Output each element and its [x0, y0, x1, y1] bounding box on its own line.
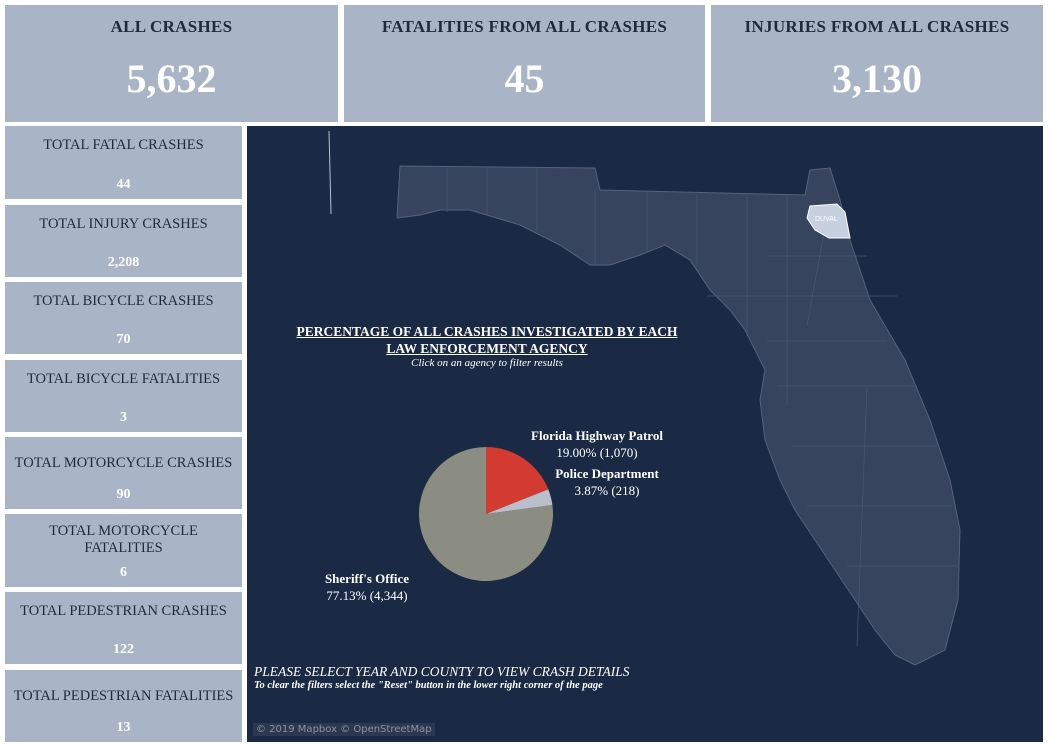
kpi-title: INJURIES FROM ALL CRASHES: [744, 17, 1010, 36]
stat-title: TOTAL FATAL CRASHES: [43, 137, 204, 153]
stat-title: TOTAL MOTORCYCLE CRASHES: [14, 455, 233, 471]
stat-motorcycle-fatalities: TOTAL MOTORCYCLE FATALITIES 6: [5, 514, 242, 587]
stat-pedestrian-crashes: TOTAL PEDESTRIAN CRASHES 122: [5, 592, 242, 664]
pie-subtitle: Click on an agency to filter results: [411, 357, 563, 369]
stat-pedestrian-fatalities: TOTAL PEDESTRIAN FATALITIES 13: [5, 670, 242, 742]
county-borders: [446, 168, 957, 647]
stat-value: 2,208: [107, 255, 140, 270]
stat-title: TOTAL BICYCLE CRASHES: [33, 293, 214, 309]
stat-fatal-crashes: TOTAL FATAL CRASHES 44: [5, 126, 242, 199]
label-police-department[interactable]: Police Department 3.87% (218): [537, 465, 677, 499]
slice-value: 3.87% (218): [574, 483, 640, 498]
stat-value: 90: [116, 487, 131, 502]
kpi-title: FATALITIES FROM ALL CRASHES: [381, 17, 668, 36]
slice-name: Florida Highway Patrol: [531, 428, 663, 443]
slice-value: 77.13% (4,344): [326, 588, 408, 603]
kpi-fatalities: FATALITIES FROM ALL CRASHES 45: [344, 5, 705, 122]
kpi-value: 45: [504, 56, 545, 101]
stat-title: TOTAL BICYCLE FATALITIES: [26, 371, 221, 387]
stat-value: 122: [113, 642, 134, 657]
duval-county-selected[interactable]: [806, 203, 851, 239]
coastline-line: [328, 130, 332, 215]
pie-slice-sheriffs-office[interactable]: [419, 447, 553, 581]
florida-county-map[interactable]: DUVAL PERCENTAGE OF ALL CRASHES INVESTIG…: [247, 126, 1043, 742]
map-attribution[interactable]: © 2019 Mapbox © OpenStreetMap: [253, 723, 435, 736]
pie-title: PERCENTAGE OF ALL CRASHES INVESTIGATED B…: [277, 323, 697, 357]
slice-value: 19.00% (1,070): [556, 445, 638, 460]
stat-title: TOTAL PEDESTRIAN FATALITIES: [13, 688, 234, 704]
stat-value: 13: [116, 720, 131, 735]
stat-value: 6: [120, 565, 127, 580]
label-florida-highway-patrol[interactable]: Florida Highway Patrol 19.00% (1,070): [502, 427, 692, 461]
stat-bicycle-crashes: TOTAL BICYCLE CRASHES 70: [5, 282, 242, 354]
stat-motorcycle-crashes: TOTAL MOTORCYCLE CRASHES 90: [5, 437, 242, 509]
slice-name: Police Department: [555, 466, 659, 481]
pie-title-line2: LAW ENFORCEMENT AGENCY: [386, 341, 588, 356]
stat-injury-crashes: TOTAL INJURY CRASHES 2,208: [5, 205, 242, 277]
stat-value: 3: [120, 410, 127, 425]
stat-title: TOTAL MOTORCYCLE FATALITIES: [49, 523, 198, 556]
florida-shape[interactable]: [396, 165, 961, 666]
pie-title-line1: PERCENTAGE OF ALL CRASHES INVESTIGATED B…: [296, 324, 678, 339]
agency-pie-chart[interactable]: [419, 447, 553, 581]
kpi-value: 3,130: [832, 56, 922, 101]
slice-name: Sheriff's Office: [324, 571, 410, 586]
kpi-injuries: INJURIES FROM ALL CRASHES 3,130: [711, 5, 1043, 122]
stat-title: TOTAL PEDESTRIAN CRASHES: [20, 603, 227, 619]
stat-bicycle-fatalities: TOTAL BICYCLE FATALITIES 3: [5, 360, 242, 432]
stat-value: 44: [116, 177, 131, 192]
duval-label: DUVAL: [815, 216, 838, 223]
pie-slice-police-department[interactable]: [486, 489, 553, 514]
pie-slice-florida-highway-patrol[interactable]: [486, 447, 549, 514]
kpi-title: ALL CRASHES: [110, 17, 233, 36]
instructions-sub: To clear the filters select the "Reset" …: [254, 680, 603, 691]
label-sheriffs-office[interactable]: Sheriff's Office 77.13% (4,344): [307, 570, 427, 604]
stat-title: TOTAL INJURY CRASHES: [39, 216, 208, 232]
kpi-all-crashes: ALL CRASHES 5,632: [5, 5, 338, 122]
stat-value: 70: [116, 332, 131, 347]
instructions: PLEASE SELECT YEAR AND COUNTY TO VIEW CR…: [254, 664, 630, 679]
map-canvas[interactable]: DUVAL: [247, 126, 1043, 742]
kpi-value: 5,632: [126, 56, 217, 101]
